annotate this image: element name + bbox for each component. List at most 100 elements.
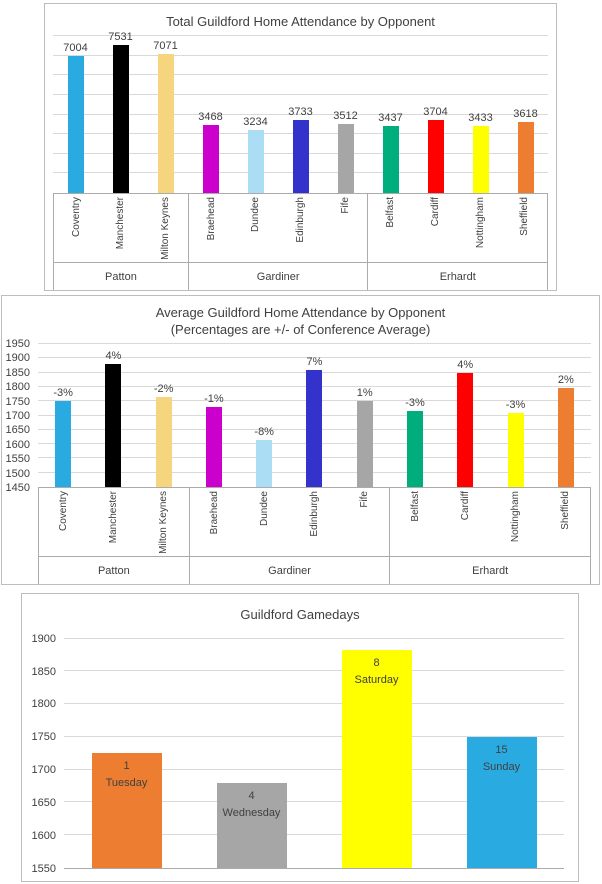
- bar-value-label-sheffield: 3618: [513, 108, 538, 120]
- category-label-cell: Nottingham: [458, 194, 503, 262]
- bar-slot-belfast: 3437: [368, 36, 413, 193]
- bar-value-label-manchester: 4%: [105, 350, 122, 363]
- bar-coventry: [55, 401, 72, 487]
- gridline: [53, 113, 548, 115]
- chart-panel-gamedays: Guildford Gamedays 1550 1600 1650 1700 1750 1…: [21, 593, 579, 882]
- category-label-cell: Sheffield: [502, 194, 547, 262]
- category-labels-row: Coventry Manchester Milton Keynes: [54, 194, 188, 262]
- bar-slot-belfast: -3%: [390, 344, 440, 487]
- bar-value-label-belfast: -3%: [405, 397, 425, 410]
- gridline: [64, 834, 564, 836]
- bar-value-label-edinburgh: 3733: [288, 105, 313, 118]
- category-label-cell: Braehead: [189, 194, 234, 262]
- y-axis-tick-label: 1650: [31, 797, 56, 810]
- bar-label-line: Saturday: [354, 673, 399, 686]
- bar-tuesday: 1 Tuesday: [91, 753, 162, 868]
- category-label: Coventry: [58, 491, 70, 532]
- bar-value-label-milton-keynes: -2%: [153, 382, 174, 395]
- bar-value-label-cardiff: 3704: [423, 106, 448, 119]
- bar-slot-fife: 1%: [340, 344, 390, 487]
- bar-slot-saturday: 8 Saturday: [314, 632, 439, 868]
- chart-title: Total Guildford Home Attendance by Oppon…: [166, 14, 435, 29]
- category-label-cell: Milton Keynes: [139, 488, 189, 556]
- category-label-cell: Milton Keynes: [143, 194, 188, 262]
- bar-slot-fife: 3512: [323, 36, 368, 193]
- bar-value-label-edinburgh: 7%: [306, 355, 323, 368]
- category-label: Manchester: [108, 491, 120, 544]
- bar-label-line: 1: [123, 760, 130, 773]
- category-label-cell: Dundee: [234, 194, 279, 262]
- bar-slot-dundee: -8%: [239, 344, 289, 487]
- bar-slot-tuesday: 1 Tuesday: [64, 632, 189, 868]
- gridline: [53, 35, 548, 36]
- chart-title-area: Total Guildford Home Attendance by Oppon…: [45, 4, 556, 36]
- bar-label-line: 4: [248, 789, 255, 802]
- y-axis-tick-label: 1600: [5, 438, 30, 451]
- category-labels-row: Braehead Dundee Edinburgh Fife: [189, 194, 368, 262]
- chart-panel-total-attendance: Total Guildford Home Attendance by Oppon…: [44, 3, 557, 291]
- category-label-cell: Belfast: [368, 194, 413, 262]
- category-label: Braehead: [209, 491, 221, 535]
- bar-value-label-coventry: 7004: [63, 41, 88, 54]
- bar-value-label-nottingham: -3%: [505, 398, 526, 411]
- category-label: Nottingham: [509, 491, 521, 543]
- bar-milton-keynes: [155, 396, 172, 487]
- category-label: Coventry: [70, 197, 82, 238]
- bar-cardiff: [427, 120, 444, 193]
- bar-label-line: 15: [495, 743, 508, 756]
- category-label-cell: Braehead: [190, 488, 240, 556]
- chart-subtitle: (Percentages are +/- of Conference Avera…: [170, 322, 431, 337]
- bar-slot-coventry: -3%: [38, 344, 88, 487]
- bar-value-label-nottingham: 3433: [468, 111, 493, 124]
- bar-slot-manchester: 4%: [88, 344, 138, 487]
- y-axis-tick-label: 1900: [5, 352, 30, 365]
- bar-sheffield: [517, 122, 534, 193]
- group-label-gardiner: Gardiner: [188, 262, 368, 290]
- bar-value-label-dundee: 3234: [243, 115, 268, 128]
- bar-milton-keynes: [157, 54, 174, 193]
- bar-nottingham: [472, 125, 489, 193]
- category-label: Nottingham: [474, 197, 486, 249]
- category-label-cell: Sheffield: [540, 488, 590, 556]
- category-label: Edinburgh: [309, 491, 320, 537]
- bar-inside-label-tuesday: 1 Tuesday: [92, 758, 162, 792]
- category-label-cell: Edinburgh: [278, 194, 323, 262]
- chart-title-area: Guildford Gamedays: [22, 594, 578, 632]
- chart-title-area: Average Guildford Home Attendance by Opp…: [2, 296, 599, 344]
- bar-slot-milton-keynes: 7071: [143, 36, 188, 193]
- plot-area: -3% 4% -2% -1% -8% 7% 1% -3% 4% -3% 2%: [38, 343, 591, 488]
- bar-slot-dundee: 3234: [233, 36, 278, 193]
- gridline: [38, 357, 591, 359]
- bar-slot-manchester: 7531: [98, 31, 143, 193]
- category-label-cell: Coventry: [54, 194, 99, 262]
- bar-slot-nottingham: 3433: [458, 36, 503, 193]
- bar-dundee: [247, 129, 264, 193]
- category-label: Dundee: [250, 197, 262, 233]
- chart-title: Guildford Gamedays: [240, 607, 360, 622]
- y-axis-tick-label: 1900: [31, 632, 56, 645]
- y-axis-tick-label: 1550: [31, 863, 56, 875]
- bar-slot-milton-keynes: -2%: [139, 344, 189, 487]
- category-group-gardiner: Braehead Dundee Edinburgh Fife Gardiner: [187, 194, 368, 290]
- category-label: Sheffield: [559, 491, 571, 530]
- category-axis: Coventry Manchester Milton Keynes Patton Bra…: [38, 488, 592, 584]
- chart-panel-average-attendance: Average Guildford Home Attendance by Opp…: [1, 295, 600, 585]
- bar-slot-wednesday: 4 Wednesday: [189, 632, 314, 868]
- y-axis-tick-label: 1650: [5, 424, 30, 437]
- category-group-erhardt: Belfast Cardiff Nottingham Sheffield Erhardt: [389, 488, 592, 584]
- bar-wednesday: 4 Wednesday: [216, 782, 287, 868]
- y-axis-tick-label: 1850: [5, 366, 30, 379]
- bar-slot-braehead: -1%: [189, 344, 239, 487]
- category-label-cell: Fife: [323, 194, 368, 262]
- y-axis-tick-label: 1950: [5, 338, 30, 350]
- bar-fife: [356, 401, 373, 487]
- bar-value-label-manchester: 7531: [108, 31, 133, 44]
- bar-edinburgh: [292, 119, 309, 193]
- y-axis-tick-label: 1750: [5, 395, 30, 408]
- category-group-patton: Coventry Manchester Milton Keynes Patton: [53, 194, 188, 290]
- category-labels-row: Braehead Dundee Edinburgh Fife: [190, 488, 390, 556]
- plot-area: 7004 7531 7071 3468 3234 3733 3512 3437 3704 3433…: [53, 31, 548, 194]
- bar-saturday: 8 Saturday: [341, 649, 412, 868]
- category-labels-row: Belfast Cardiff Nottingham Sheffield: [390, 488, 590, 556]
- bar-inside-label-saturday: 8 Saturday: [342, 655, 412, 689]
